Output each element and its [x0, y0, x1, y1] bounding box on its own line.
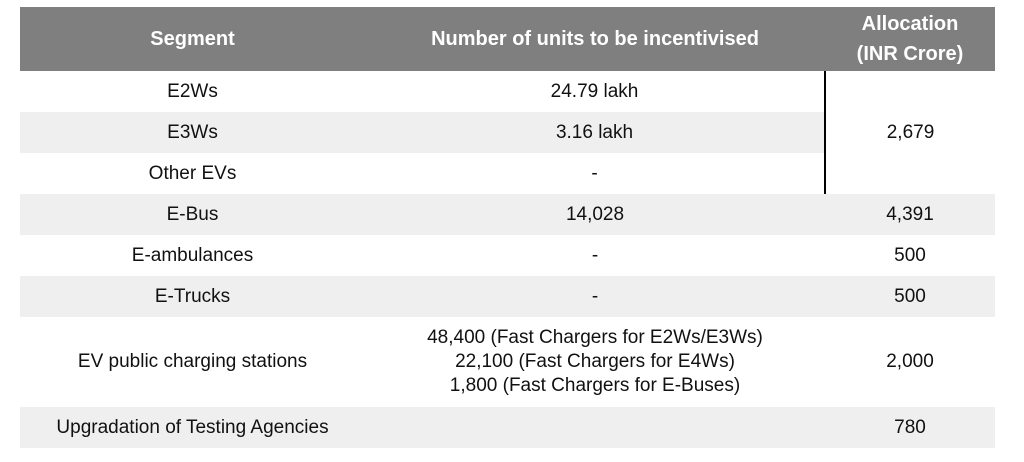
table-row: E-ambulances - 500 [20, 235, 995, 276]
units-cell: - [365, 276, 825, 317]
table-row: E3Ws 3.16 lakh [20, 112, 995, 153]
table-header-row: Segment Number of units to be incentivis… [20, 7, 995, 71]
header-allocation-line-1: Allocation [861, 13, 959, 35]
units-cell: - [365, 235, 825, 276]
segment-cell: Other EVs [20, 153, 365, 194]
table-row: E2Ws 24.79 lakh 2,679 [20, 71, 995, 194]
table-row: E-Bus 14,028 4,391 [20, 194, 995, 235]
allocation-table-container: Segment Number of units to be incentivis… [20, 7, 995, 448]
header-segment: Segment [20, 7, 365, 71]
segment-cell: E-Bus [20, 194, 365, 235]
units-cell: - [365, 153, 825, 194]
table-row: EV public charging stations 48,400 (Fast… [20, 317, 995, 407]
header-allocation-line-2: (INR Crore) [856, 43, 964, 65]
units-cell: 14,028 [365, 194, 825, 235]
units-cell [365, 407, 825, 448]
units-line: 1,800 (Fast Chargers for E-Buses) [449, 375, 741, 396]
segment-cell: E-ambulances [20, 235, 365, 276]
table-row: E-Trucks - 500 [20, 276, 995, 317]
allocation-cell: 2,000 [825, 317, 995, 407]
allocation-cell: 2,679 [824, 71, 995, 194]
table-row: Other EVs - [20, 153, 995, 194]
units-cell: 48,400 (Fast Chargers for E2Ws/E3Ws) 22,… [365, 317, 825, 407]
segment-cell: Upgradation of Testing Agencies [20, 407, 365, 448]
units-cell: 24.79 lakh [365, 71, 825, 112]
ev-incentive-allocation-table: Segment Number of units to be incentivis… [20, 7, 995, 448]
segment-cell: E3Ws [20, 112, 365, 153]
segment-cell: E-Trucks [20, 276, 365, 317]
units-cell: 3.16 lakh [365, 112, 825, 153]
allocation-cell: 4,391 [825, 194, 995, 235]
header-units: Number of units to be incentivised [365, 7, 825, 71]
segment-cell: EV public charging stations [20, 317, 365, 407]
allocation-cell: 500 [825, 276, 995, 317]
allocation-cell: 500 [825, 235, 995, 276]
segment-cell: E2Ws [20, 71, 365, 112]
allocation-cell: 780 [825, 407, 995, 448]
table-row: Upgradation of Testing Agencies 780 [20, 407, 995, 448]
header-allocation: Allocation (INR Crore) [825, 7, 995, 71]
units-line: 48,400 (Fast Chargers for E2Ws/E3Ws) [427, 327, 763, 348]
units-line: 22,100 (Fast Chargers for E4Ws) [455, 351, 735, 372]
